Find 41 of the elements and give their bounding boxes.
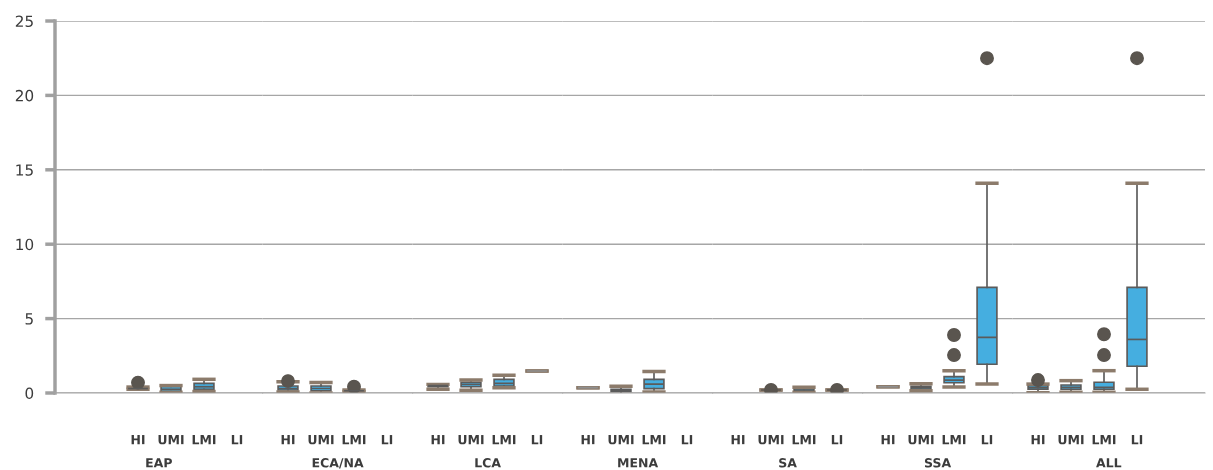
x-tick-label: HI: [431, 435, 445, 445]
x-tick-label: UMI: [608, 435, 634, 445]
y-tick-label: 25: [15, 15, 33, 28]
x-tick-label: LI: [381, 435, 393, 445]
x-tick-label: UMI: [458, 435, 484, 445]
x-tick-label: UMI: [908, 435, 934, 445]
x-tick-label: UMI: [1058, 435, 1084, 445]
x-tick-label: UMI: [158, 435, 184, 445]
x-axis-title: ALL: [1096, 458, 1122, 468]
y-tick-label: 10: [16, 238, 34, 251]
x-axis-title: SA: [779, 458, 797, 468]
x-tick-label: LI: [1131, 435, 1143, 445]
x-tick-label: HI: [881, 435, 895, 445]
x-tick-label: HI: [731, 435, 745, 445]
x-tick-label: LI: [681, 435, 693, 445]
x-axis-title: SSA: [924, 458, 952, 468]
x-tick-label: LI: [531, 435, 543, 445]
x-tick-label: HI: [1031, 435, 1045, 445]
y-tick-label: 15: [16, 164, 33, 176]
x-axis-title: ECA/NA: [312, 458, 364, 469]
x-tick-label: UMI: [308, 435, 334, 445]
x-axis-title: EAP: [146, 458, 172, 468]
x-tick-label: LMI: [192, 435, 216, 445]
y-tick-label: 0: [25, 387, 34, 400]
x-tick-label: LMI: [1092, 435, 1116, 445]
x-tick-label: LI: [831, 435, 843, 445]
x-tick-label: LMI: [942, 435, 966, 445]
x-tick-label: LMI: [642, 435, 666, 445]
x-tick-label: LMI: [342, 435, 366, 445]
x-tick-label: UMI: [758, 435, 784, 445]
x-tick-label: LI: [981, 435, 993, 445]
x-tick-label: HI: [281, 435, 295, 445]
x-tick-label: LMI: [492, 435, 516, 445]
x-tick-label: LI: [231, 435, 243, 445]
y-tick-label: 20: [15, 89, 34, 102]
x-axis-title: LCA: [475, 458, 501, 468]
x-axis-title: MENA: [618, 458, 659, 468]
x-tick-label: LMI: [792, 435, 816, 445]
y-tick-label: 5: [25, 313, 33, 325]
x-tick-label: HI: [581, 435, 595, 445]
x-tick-label: HI: [131, 435, 145, 445]
